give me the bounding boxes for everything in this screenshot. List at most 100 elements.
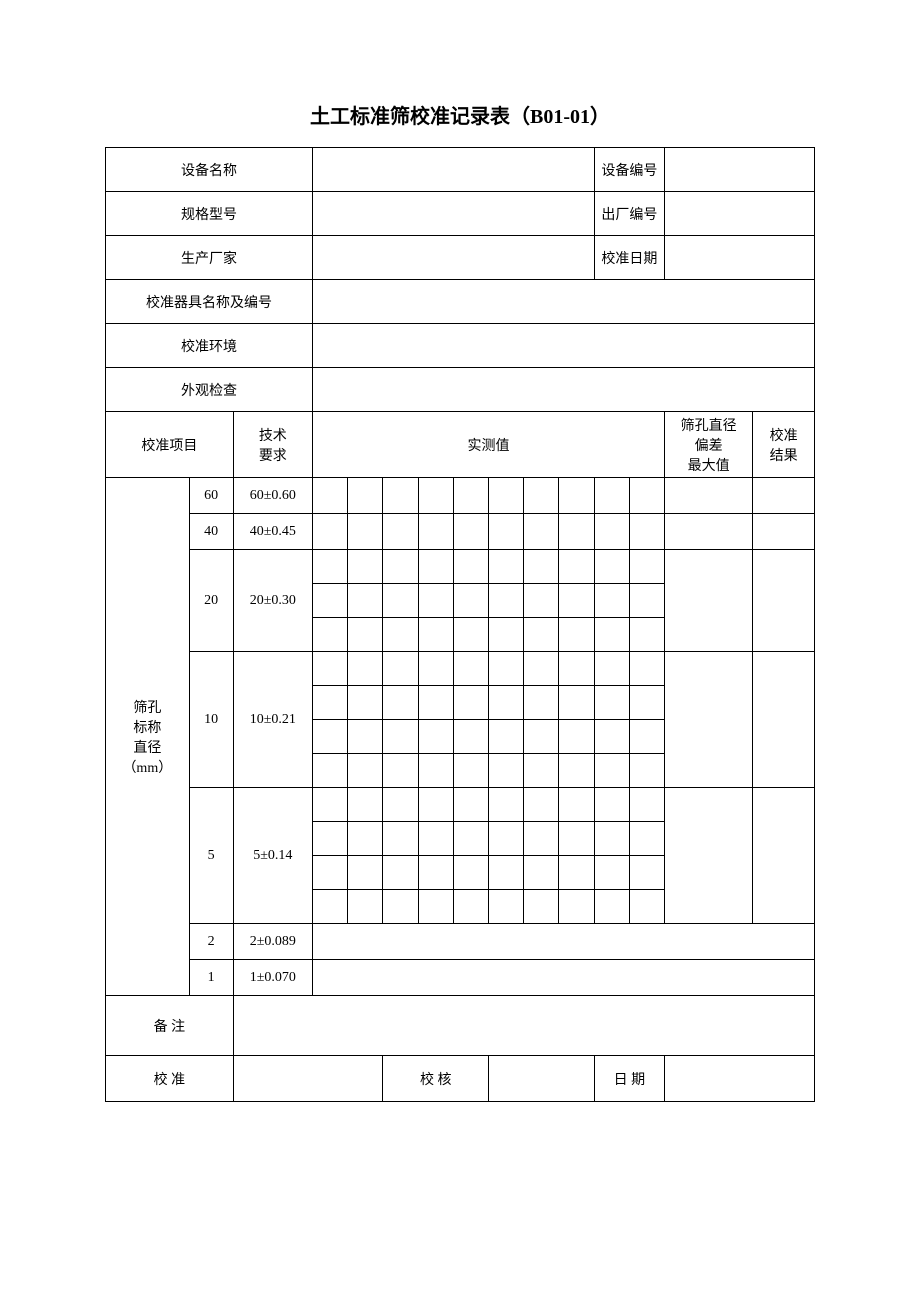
cell-measured bbox=[629, 584, 664, 618]
cell-measured bbox=[524, 720, 559, 754]
cell-measured bbox=[312, 788, 347, 822]
cell-size: 40 bbox=[189, 514, 233, 550]
cell-measured bbox=[594, 720, 629, 754]
cell-measured bbox=[453, 686, 488, 720]
cell-measured bbox=[418, 754, 453, 788]
cell-measured bbox=[312, 720, 347, 754]
value-cal-tool bbox=[312, 280, 814, 324]
cell-measured bbox=[312, 754, 347, 788]
cell-measured bbox=[524, 754, 559, 788]
cell-measured bbox=[629, 754, 664, 788]
value-cal-env bbox=[312, 324, 814, 368]
cell-measured bbox=[524, 856, 559, 890]
label-remark: 备 注 bbox=[106, 996, 234, 1056]
value-manufacturer bbox=[312, 236, 594, 280]
cell-measured bbox=[559, 584, 594, 618]
cell-measured bbox=[629, 822, 664, 856]
value-cal-date bbox=[665, 236, 815, 280]
cell-measured bbox=[383, 822, 418, 856]
cell-measured bbox=[489, 856, 524, 890]
value-reviewer bbox=[489, 1056, 595, 1102]
cell-measured bbox=[348, 550, 383, 584]
cell-measured bbox=[312, 618, 347, 652]
cell-size: 60 bbox=[189, 478, 233, 514]
cell-measured bbox=[453, 822, 488, 856]
cell-measured bbox=[418, 720, 453, 754]
cell-req: 2±0.089 bbox=[233, 924, 312, 960]
cell-measured bbox=[629, 856, 664, 890]
cell-req: 40±0.45 bbox=[233, 514, 312, 550]
cell-measured bbox=[312, 856, 347, 890]
cell-measured bbox=[453, 652, 488, 686]
cell-measured bbox=[629, 686, 664, 720]
cell-measured bbox=[453, 478, 488, 514]
cell-measured bbox=[594, 514, 629, 550]
cell-measured bbox=[348, 652, 383, 686]
cell-measured bbox=[489, 788, 524, 822]
cell-measured bbox=[594, 788, 629, 822]
cell-measured bbox=[629, 788, 664, 822]
cell-req: 20±0.30 bbox=[233, 550, 312, 652]
cell-measured bbox=[348, 618, 383, 652]
cell-dev-max bbox=[665, 652, 753, 788]
cell-result bbox=[753, 478, 815, 514]
cell-measured bbox=[489, 478, 524, 514]
value-date bbox=[665, 1056, 815, 1102]
label-manufacturer: 生产厂家 bbox=[106, 236, 313, 280]
cell-measured bbox=[383, 514, 418, 550]
cell-measured bbox=[348, 856, 383, 890]
value-visual bbox=[312, 368, 814, 412]
label-group: 筛孔标称直径（mm） bbox=[106, 478, 190, 996]
label-cal-tool: 校准器具名称及编号 bbox=[106, 280, 313, 324]
cell-measured bbox=[559, 686, 594, 720]
cell-size: 2 bbox=[189, 924, 233, 960]
cell-measured bbox=[312, 686, 347, 720]
cell-measured bbox=[559, 720, 594, 754]
cell-measured bbox=[594, 686, 629, 720]
cell-measured bbox=[453, 514, 488, 550]
cell-measured bbox=[383, 890, 418, 924]
cell-dev-max bbox=[665, 550, 753, 652]
cell-measured bbox=[418, 686, 453, 720]
cell-measured bbox=[348, 890, 383, 924]
cell-measured bbox=[418, 788, 453, 822]
cell-measured bbox=[383, 550, 418, 584]
cell-measured bbox=[348, 584, 383, 618]
label-dev-max: 筛孔直径偏差最大值 bbox=[665, 412, 753, 478]
cell-measured bbox=[383, 652, 418, 686]
cell-measured bbox=[383, 788, 418, 822]
label-tech-req: 技术要求 bbox=[233, 412, 312, 478]
label-equip-no: 设备编号 bbox=[594, 148, 664, 192]
cell-measured bbox=[524, 618, 559, 652]
label-equip-name: 设备名称 bbox=[106, 148, 313, 192]
dev-max-text: 筛孔直径偏差最大值 bbox=[681, 419, 737, 474]
cell-measured bbox=[418, 652, 453, 686]
cell-result bbox=[753, 788, 815, 924]
cell-measured bbox=[489, 822, 524, 856]
cell-dev-max bbox=[665, 514, 753, 550]
cell-req: 10±0.21 bbox=[233, 652, 312, 788]
cell-measured bbox=[383, 584, 418, 618]
cell-measured bbox=[559, 856, 594, 890]
value-remark bbox=[233, 996, 814, 1056]
cell-size: 1 bbox=[189, 960, 233, 996]
cell-measured bbox=[489, 720, 524, 754]
cell-measured bbox=[524, 514, 559, 550]
cell-measured bbox=[418, 822, 453, 856]
cell-dev-max bbox=[665, 788, 753, 924]
cell-dev-max bbox=[665, 478, 753, 514]
label-reviewer: 校 核 bbox=[383, 1056, 489, 1102]
cell-measured bbox=[559, 550, 594, 584]
cell-measured bbox=[559, 618, 594, 652]
label-date: 日 期 bbox=[594, 1056, 664, 1102]
cell-measured bbox=[629, 652, 664, 686]
cell-measured bbox=[489, 652, 524, 686]
cell-measured bbox=[383, 478, 418, 514]
cell-measured bbox=[453, 890, 488, 924]
value-equip-no bbox=[665, 148, 815, 192]
cell-measured bbox=[559, 822, 594, 856]
cell-measured bbox=[524, 686, 559, 720]
cell-measured bbox=[348, 754, 383, 788]
cell-size: 20 bbox=[189, 550, 233, 652]
cell-measured bbox=[629, 890, 664, 924]
